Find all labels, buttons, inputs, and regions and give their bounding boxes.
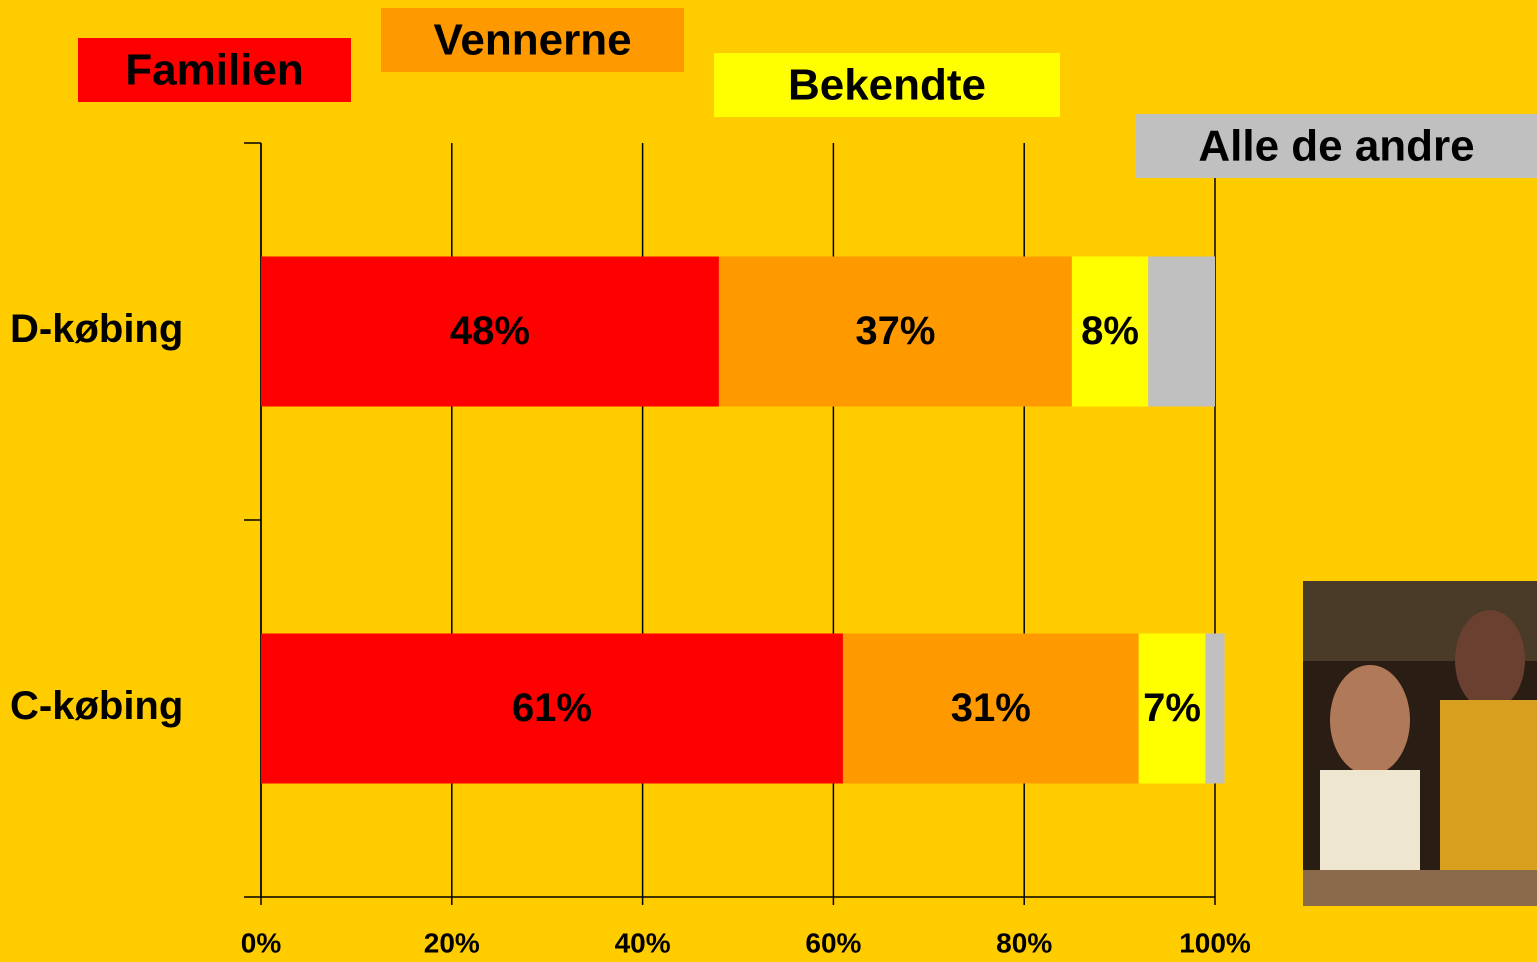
legend-label: Vennerne [433, 16, 631, 65]
x-tick-label: 60% [805, 927, 861, 958]
x-tick-label: 20% [424, 927, 480, 958]
category-label: D-købing [10, 307, 183, 351]
value-label: 7% [1143, 686, 1201, 730]
bar-segment [1148, 257, 1215, 407]
value-label: 48% [450, 309, 530, 353]
legend-label: Familien [125, 46, 304, 95]
x-tick-label: 80% [996, 927, 1052, 958]
value-label: 61% [512, 686, 592, 730]
value-label: 37% [855, 309, 935, 353]
chart: 0% 20% 40% 60% 80% 100% D-købing 48% 37% 8% C-købi… [0, 0, 1537, 962]
value-label: 31% [951, 686, 1031, 730]
x-tick-label: 40% [615, 927, 671, 958]
legend-label: Alle de andre [1198, 122, 1474, 171]
value-label: 8% [1081, 309, 1139, 353]
bar-segment [1205, 634, 1224, 784]
legend-label: Bekendte [788, 61, 986, 110]
x-tick-label: 0% [241, 927, 282, 958]
x-tick-label: 100% [1179, 927, 1251, 958]
photo [1303, 581, 1537, 906]
category-label: C-købing [10, 684, 183, 728]
